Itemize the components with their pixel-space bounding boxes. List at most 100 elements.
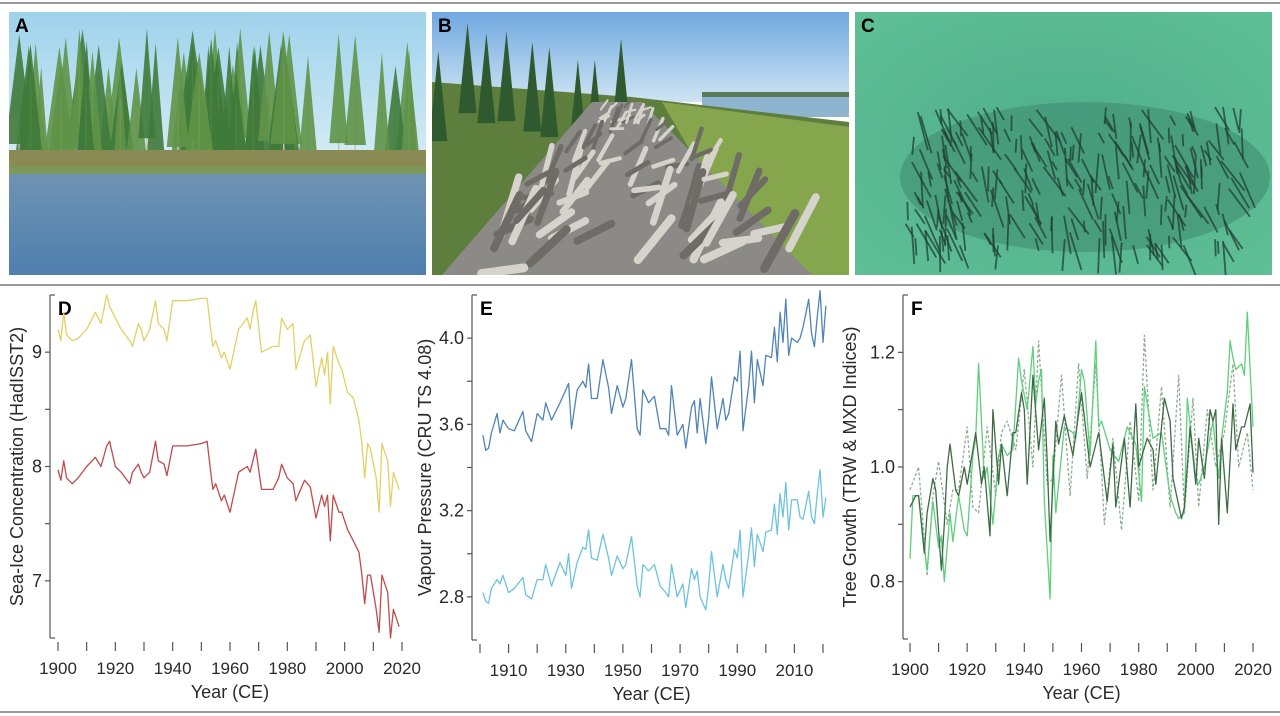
submerged-log — [1223, 220, 1240, 251]
submerged-log — [918, 149, 934, 180]
submerged-log — [946, 228, 964, 262]
submerged-log — [1125, 180, 1131, 214]
submerged-log — [948, 203, 958, 239]
submerged-log — [1136, 134, 1142, 164]
submerged-log — [1111, 193, 1122, 215]
submerged-log — [1163, 155, 1176, 173]
driftwood-log — [599, 99, 609, 111]
y-tick-label: 2.8 — [439, 587, 464, 607]
submerged-log — [1097, 237, 1101, 274]
driftwood-log — [624, 159, 651, 178]
submerged-log — [1094, 153, 1100, 194]
driftwood-log — [675, 141, 697, 174]
panel-label-d: D — [58, 299, 72, 320]
spruce-tree — [270, 33, 298, 144]
submerged-log — [976, 111, 993, 135]
y-tick-label: 1.2 — [870, 342, 895, 362]
submerged-log — [1203, 149, 1213, 161]
driftwood-log — [718, 234, 763, 247]
driftwood-log — [732, 206, 772, 237]
submerged-log — [914, 238, 918, 256]
driftwood-log — [535, 208, 576, 239]
y-tick-label: 3.2 — [439, 501, 464, 521]
submerged-log — [1014, 138, 1018, 153]
submerged-log — [1051, 160, 1058, 171]
submerged-log — [1021, 148, 1034, 172]
submerged-log — [1169, 115, 1177, 126]
submerged-log — [936, 163, 944, 179]
submerged-log — [944, 208, 947, 247]
spruce-tree — [297, 55, 319, 166]
submerged-log — [1186, 112, 1195, 133]
submerged-log — [1207, 139, 1225, 161]
photo-a-forest-river: A — [9, 12, 426, 275]
spruce-tree — [184, 51, 215, 162]
submerged-log — [1179, 181, 1189, 195]
submerged-log — [958, 245, 970, 269]
chart-panel-f: 0.8 1.0 1.2 1900 1920 1940 1960 1980 2000 2020 Yea… — [840, 294, 1272, 703]
submerged-log — [1214, 239, 1217, 257]
series-line-2 — [482, 469, 827, 611]
driftwood-log — [736, 167, 763, 222]
x-axis-label: Year (CE) — [1042, 683, 1120, 703]
x-tick-label: 2020 — [1234, 660, 1272, 679]
x-tick-label: 1900 — [39, 659, 77, 678]
driftwood-log — [584, 159, 611, 191]
spruce-tree — [138, 28, 156, 139]
submerged-log — [1035, 202, 1040, 219]
submerged-log — [1227, 187, 1251, 218]
submerged-log — [959, 120, 962, 137]
driftwood-log — [559, 176, 591, 215]
driftwood-log — [678, 168, 703, 230]
spruce-tree — [329, 33, 348, 144]
x-tick-label: 1960 — [1063, 660, 1101, 679]
submerged-log — [1222, 106, 1230, 145]
submerged-log — [1240, 128, 1244, 160]
submerged-log — [1239, 172, 1256, 209]
series-line-2 — [57, 440, 400, 639]
x-tick-label: 1960 — [211, 659, 249, 678]
driftwood-log — [750, 222, 792, 238]
x-tick-label: 1980 — [268, 659, 306, 678]
spruce-tree — [523, 41, 542, 132]
submerged-log — [934, 109, 952, 147]
submerged-log — [1024, 163, 1028, 194]
submerged-log — [961, 132, 972, 158]
driftwood-log — [572, 149, 596, 180]
submerged-log — [1123, 154, 1133, 168]
submerged-log — [1055, 130, 1066, 155]
series-line-1 — [482, 290, 827, 451]
driftwood-log — [573, 219, 616, 245]
submerged-log — [911, 161, 932, 198]
submerged-log — [1046, 150, 1057, 180]
submerged-log — [1082, 220, 1086, 233]
submerged-log — [1172, 175, 1185, 211]
submerged-log — [1141, 109, 1165, 141]
submerged-log — [1081, 158, 1095, 183]
driftwood-log — [581, 123, 597, 150]
submerged-log — [1021, 190, 1025, 211]
submerged-log — [1003, 128, 1012, 143]
driftwood-log — [524, 169, 553, 187]
driftwood-log — [701, 171, 729, 182]
submerged-log — [1013, 167, 1033, 194]
submerged-log — [1129, 122, 1132, 162]
submerged-log — [1108, 228, 1123, 264]
submerged-log — [1112, 113, 1118, 139]
submerged-log — [1110, 235, 1118, 275]
submerged-log — [1064, 157, 1078, 178]
submerged-log — [1185, 164, 1193, 195]
submerged-log — [980, 116, 985, 134]
submerged-log — [958, 191, 963, 203]
driftwood-log — [584, 132, 603, 148]
submerged-log — [914, 208, 926, 225]
submerged-log — [923, 215, 942, 252]
spruce-tree — [458, 23, 477, 114]
submerged-log — [1104, 116, 1116, 133]
driftwood-log — [691, 147, 714, 160]
submerged-log — [1078, 188, 1094, 220]
submerged-log — [1132, 245, 1139, 264]
submerged-log — [1221, 213, 1229, 236]
submerged-log — [916, 111, 929, 151]
submerged-log — [1065, 178, 1074, 190]
